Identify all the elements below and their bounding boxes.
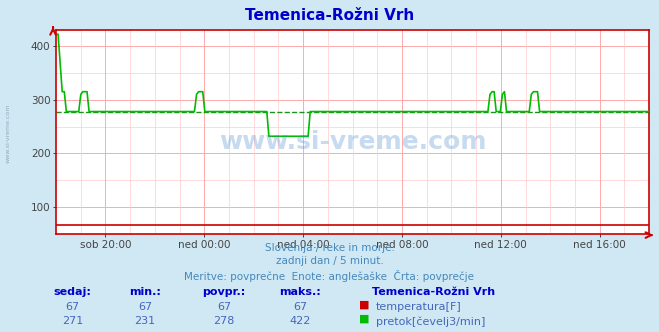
Text: 278: 278	[214, 316, 235, 326]
Text: 67: 67	[293, 302, 307, 312]
Text: 271: 271	[62, 316, 83, 326]
Text: 67: 67	[65, 302, 80, 312]
Text: www.si-vreme.com: www.si-vreme.com	[219, 130, 486, 154]
Text: Temenica-Rožni Vrh: Temenica-Rožni Vrh	[372, 287, 496, 297]
Text: min.:: min.:	[129, 287, 161, 297]
Text: 231: 231	[134, 316, 156, 326]
Text: temperatura[F]: temperatura[F]	[376, 302, 461, 312]
Text: sedaj:: sedaj:	[53, 287, 92, 297]
Text: 422: 422	[289, 316, 310, 326]
Text: pretok[čevelj3/min]: pretok[čevelj3/min]	[376, 316, 485, 327]
Text: Temenica-Rožni Vrh: Temenica-Rožni Vrh	[245, 8, 414, 23]
Text: maks.:: maks.:	[279, 287, 321, 297]
Text: Meritve: povprečne  Enote: anglešaške  Črta: povprečje: Meritve: povprečne Enote: anglešaške Črt…	[185, 270, 474, 282]
Text: povpr.:: povpr.:	[202, 287, 246, 297]
Text: zadnji dan / 5 minut.: zadnji dan / 5 minut.	[275, 256, 384, 266]
Text: Slovenija / reke in morje.: Slovenija / reke in morje.	[264, 243, 395, 253]
Text: 67: 67	[217, 302, 231, 312]
Text: ■: ■	[359, 313, 370, 323]
Text: www.si-vreme.com: www.si-vreme.com	[5, 103, 11, 163]
Text: ■: ■	[359, 299, 370, 309]
Text: 67: 67	[138, 302, 152, 312]
